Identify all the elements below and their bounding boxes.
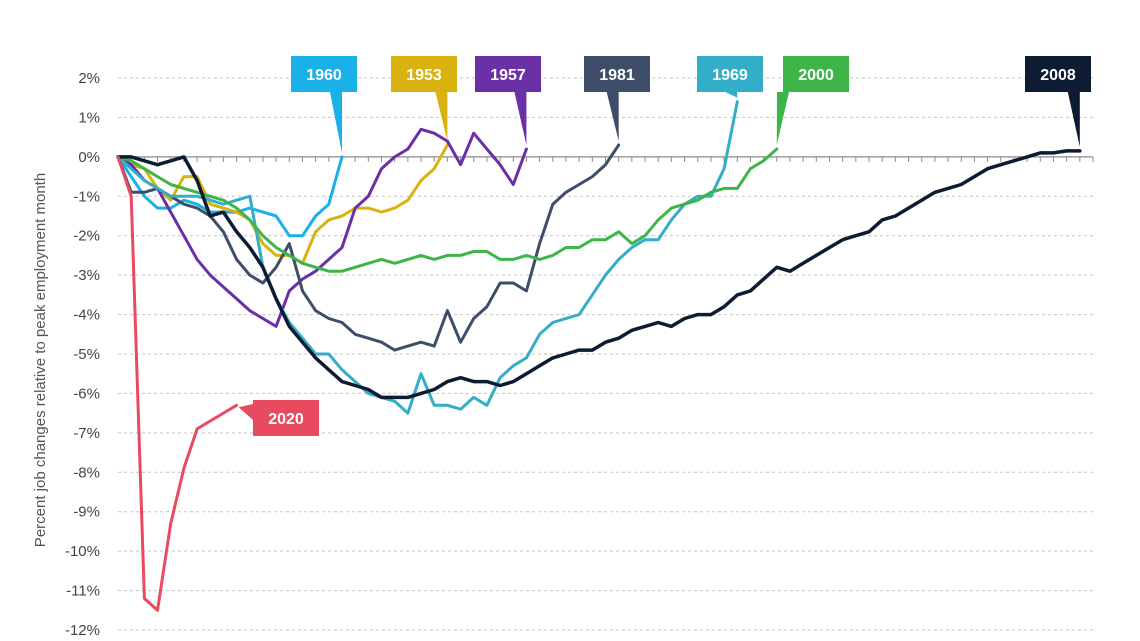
series-tags: 1960 1953 1957 1981 1969 2000 2008 2020 [238,56,1091,436]
series-line-2020 [116,155,239,612]
tag-box [1025,56,1091,92]
tag-box [697,56,763,92]
series-lines [116,100,1082,612]
y-tick-label: -7% [73,425,100,442]
y-tick-label: -5% [73,346,100,363]
y-tick-label: -3% [73,267,100,284]
tag-pointer [514,92,527,145]
tag-label: 1957 [490,67,526,84]
tag-label: 1960 [306,67,342,84]
y-tick-label: -12% [65,622,100,639]
tag-pointer [776,92,789,145]
y-tick-label: 0% [78,149,100,166]
y-tick-label: -2% [73,228,100,245]
tag-label: 2020 [268,411,304,428]
tag-box [291,56,357,92]
series-tag-1953: 1953 [391,56,457,142]
y-tick-label: -10% [65,543,100,560]
tag-label: 2008 [1040,67,1076,84]
tag-box [783,56,849,92]
series-tag-2008: 2008 [1025,56,1091,147]
tag-label: 1953 [406,67,442,84]
tag-box [475,56,541,92]
series-tag-1981: 1981 [584,56,650,142]
series-tag-2000: 2000 [776,56,849,145]
gridlines [117,77,1094,631]
series-line-1960 [116,155,344,238]
series-tag-2020: 2020 [238,400,319,436]
tag-box [391,56,457,92]
tag-pointer [435,92,448,142]
y-tick-label: -8% [73,464,100,481]
y-tick-label: -9% [73,504,100,521]
y-axis-label: Percent job changes relative to peak emp… [32,173,49,547]
series-tag-1957: 1957 [475,56,541,145]
tag-label: 2000 [798,67,834,84]
series-tag-1960: 1960 [291,56,357,153]
tag-pointer [1067,92,1080,147]
series-line-2008 [116,149,1082,400]
tag-label: 1969 [712,67,748,84]
y-tick-label: 1% [78,109,100,126]
tag-pointer [725,92,738,98]
series-tag-1969: 1969 [697,56,763,98]
tag-pointer [606,92,619,142]
series-line-1957 [116,127,528,328]
y-tick-label: -1% [73,188,100,205]
tag-box [584,56,650,92]
tag-label: 1981 [599,67,635,84]
tag-box [253,400,319,436]
y-tick-label: -11% [66,583,100,600]
tag-pointer [329,92,342,153]
series-line-2000 [116,147,779,273]
tag-pointer [238,404,253,420]
y-axis-ticks: 2% 1% 0% -1% -2% -3% -4% -5% -6% -7% -8% -9% -10% -11… [65,70,100,639]
y-tick-label: -6% [73,385,100,402]
series-line-1969 [116,100,739,415]
y-tick-label: -4% [73,307,100,324]
y-tick-label: 2% [78,70,100,87]
